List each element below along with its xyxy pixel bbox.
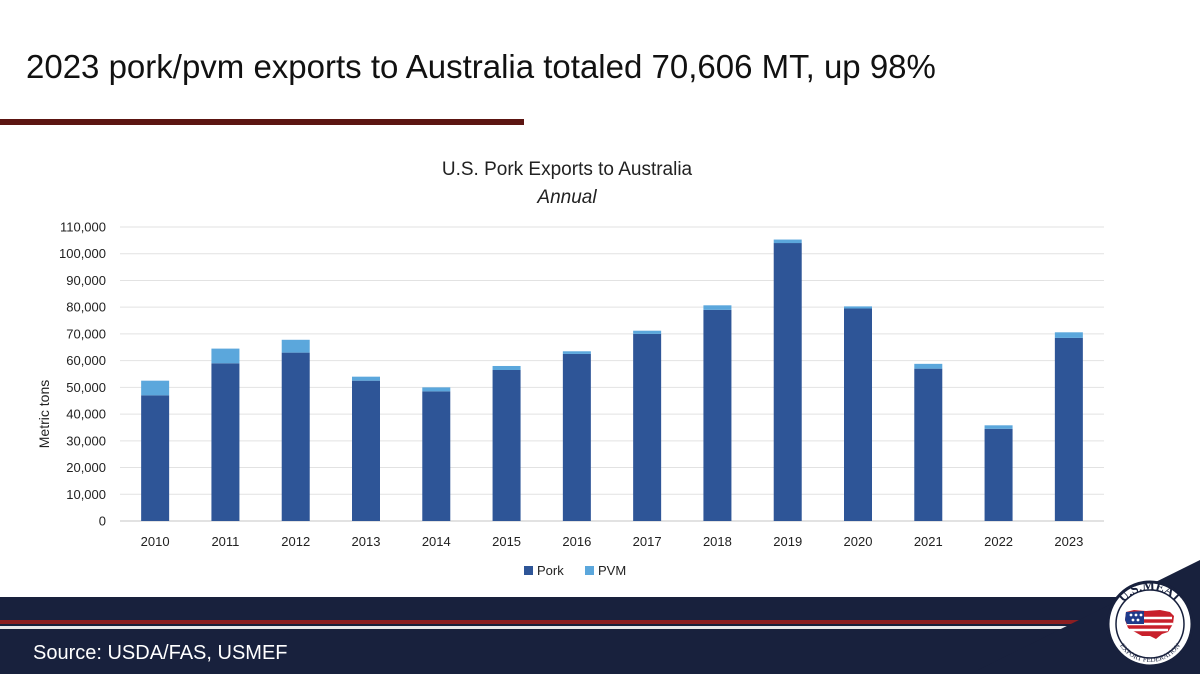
y-tick-label: 10,000: [66, 487, 106, 502]
x-tick-label: 2022: [984, 534, 1013, 549]
gridlines: [120, 226, 1104, 522]
pork-exports-chart: U.S. Pork Exports to Australia Annual 0 1…: [36, 159, 1104, 578]
bar-pork-2014: [422, 391, 451, 521]
bar-pvm-2011: [211, 348, 240, 364]
x-axis-ticks: 2010 2011 2012 2013 2014 2015 2016 2017 2018 2019…: [141, 534, 1084, 549]
bar-pork-2010: [141, 395, 170, 521]
x-tick-label: 2017: [633, 534, 662, 549]
bar-pvm-2012: [281, 339, 310, 353]
bar-pork-2022: [984, 428, 1013, 521]
bar-pork-2018: [703, 309, 732, 521]
bar-pvm-2018: [703, 305, 732, 310]
bar-pork-2016: [562, 353, 591, 521]
x-tick-label: 2013: [352, 534, 381, 549]
x-tick-label: 2020: [844, 534, 873, 549]
y-tick-label: 90,000: [66, 273, 106, 288]
x-tick-label: 2018: [703, 534, 732, 549]
bar-pork-2015: [492, 369, 521, 521]
x-tick-label: 2011: [211, 534, 239, 549]
bar-pvm-2022: [984, 425, 1013, 429]
bar-pork-2021: [914, 368, 943, 521]
legend-swatch-pvm: [585, 566, 594, 575]
bar-pvm-2021: [914, 363, 943, 369]
usa-flag-map-icon: [1125, 610, 1174, 639]
y-tick-label: 30,000: [66, 433, 106, 448]
bar-pvm-2017: [633, 330, 662, 334]
bar-pork-2013: [352, 380, 380, 521]
footer-stripe-red: [0, 620, 1200, 624]
y-tick-label: 80,000: [66, 300, 106, 315]
x-tick-label: 2016: [562, 534, 591, 549]
y-tick-label: 40,000: [66, 407, 106, 422]
bar-pvm-2020: [844, 306, 872, 309]
bar-pvm-2016: [562, 351, 591, 354]
chart-subtitle: Annual: [536, 187, 597, 208]
bar-pork-2012: [281, 352, 310, 521]
y-tick-label: 50,000: [66, 380, 106, 395]
usmef-logo: U.S.MEAT EXPORT FEDERATION: [970, 560, 1200, 674]
bar-pork-2019: [773, 243, 802, 521]
legend-label-pvm: PVM: [598, 563, 626, 578]
y-tick-label: 100,000: [59, 246, 106, 261]
y-tick-label: 60,000: [66, 353, 106, 368]
bar-pork-2020: [844, 308, 872, 521]
bar-pvm-2014: [422, 387, 451, 392]
logo-inner-ring: [1115, 589, 1185, 659]
x-tick-label: 2019: [773, 534, 802, 549]
bar-pork-2023: [1054, 337, 1083, 521]
slide-title: 2023 pork/pvm exports to Australia total…: [26, 48, 936, 85]
x-tick-label: 2023: [1054, 534, 1083, 549]
x-tick-label: 2014: [422, 534, 451, 549]
bar-pvm-2010: [141, 380, 170, 396]
x-tick-label: 2012: [281, 534, 310, 549]
x-tick-label: 2010: [141, 534, 170, 549]
legend-swatch-pork: [524, 566, 533, 575]
y-axis-ticks: 0 10,000 20,000 30,000 40,000 50,000 60,000 70,…: [59, 220, 106, 529]
bar-pvm-2019: [773, 239, 802, 244]
bar-pvm-2013: [352, 376, 380, 381]
bars: [141, 239, 1083, 521]
bar-pvm-2023: [1054, 332, 1083, 338]
y-tick-label: 110,000: [60, 220, 106, 235]
x-tick-label: 2015: [492, 534, 521, 549]
legend-label-pork: Pork: [537, 563, 564, 578]
bar-pvm-2015: [492, 365, 521, 370]
y-axis-label: Metric tons: [36, 380, 52, 448]
source-note: Source: USDA/FAS, USMEF: [33, 642, 288, 664]
title-divider: [0, 119, 524, 125]
bar-pork-2017: [633, 333, 662, 521]
y-tick-label: 70,000: [66, 326, 106, 341]
chart-title: U.S. Pork Exports to Australia: [442, 159, 693, 180]
footer-stripe-white: [0, 626, 1200, 629]
legend: Pork PVM: [524, 563, 626, 578]
x-tick-label: 2021: [914, 534, 943, 549]
y-tick-label: 20,000: [66, 460, 106, 475]
bar-pork-2011: [211, 363, 240, 521]
y-tick-label: 0: [99, 514, 106, 529]
